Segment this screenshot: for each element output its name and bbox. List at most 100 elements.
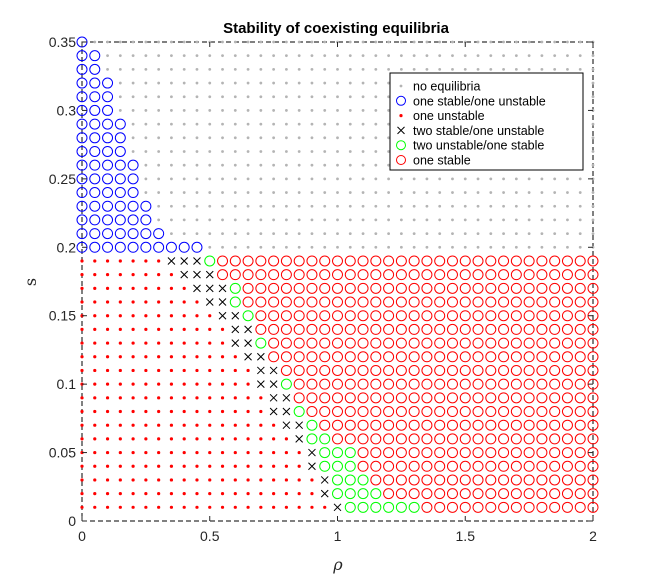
no-equilibria-point (259, 204, 263, 208)
no-equilibria-point (553, 67, 557, 71)
no-equilibria-point (336, 150, 339, 153)
no-equilibria-point (310, 204, 314, 208)
no-equilibria-point (170, 191, 173, 194)
no-equilibria-point (310, 67, 314, 71)
one-unstable-point (233, 382, 237, 386)
no-equilibria-point (221, 245, 224, 249)
no-equilibria-point (514, 218, 518, 222)
no-equilibria-point (336, 163, 339, 167)
one-stable-point (459, 406, 471, 418)
no-equilibria-point (463, 245, 467, 249)
one-stable-point (370, 255, 382, 267)
one-unstable-point (93, 341, 97, 345)
no-equilibria-point (361, 150, 365, 153)
no-equilibria-point (361, 191, 365, 194)
no-equilibria-point (182, 163, 186, 167)
one-stable-point (523, 447, 535, 459)
one-stable-point (434, 488, 446, 500)
one-stable-point (408, 337, 420, 349)
no-equilibria-point (157, 177, 161, 181)
one-stable-one-unstable-point (114, 228, 126, 240)
one-stable-point (344, 364, 356, 376)
one-unstable-point (105, 286, 110, 290)
one-stable-point (587, 406, 599, 418)
no-equilibria-point (425, 204, 429, 208)
one-unstable-point (272, 423, 276, 427)
one-stable-point (395, 474, 407, 486)
one-stable-one-unstable-point (165, 241, 177, 253)
one-unstable-point (105, 368, 110, 373)
one-stable-point (434, 351, 446, 363)
one-unstable-point (220, 368, 225, 373)
one-stable-point (319, 296, 331, 308)
one-stable-point (587, 419, 599, 431)
no-equilibria-point (374, 81, 378, 85)
one-stable-one-unstable-point (76, 214, 88, 226)
no-equilibria-point (438, 232, 442, 236)
two-unstable-one-stable-point (344, 474, 356, 486)
two-unstable-one-stable-point (332, 460, 343, 472)
no-equilibria-point (208, 67, 212, 71)
one-stable-point (280, 310, 292, 322)
no-equilibria-point (540, 177, 544, 181)
one-stable-point (536, 460, 548, 472)
no-equilibria-point (527, 245, 531, 249)
one-stable-point (587, 488, 599, 500)
one-unstable-point (105, 505, 110, 509)
no-equilibria-point (144, 150, 148, 153)
one-stable-point (383, 282, 395, 294)
one-unstable-point (144, 450, 148, 455)
one-stable-one-unstable-point (114, 159, 126, 171)
no-equilibria-point (463, 177, 467, 181)
no-equilibria-point (591, 122, 595, 126)
no-equilibria-point (297, 191, 301, 194)
one-stable-point (255, 269, 267, 281)
one-unstable-point (195, 505, 199, 509)
one-unstable-point (157, 259, 161, 263)
one-stable-point (293, 310, 305, 322)
one-stable-one-unstable-point (89, 50, 101, 62)
one-stable-point (446, 433, 458, 445)
no-equilibria-point (425, 54, 429, 58)
one-unstable-point (169, 286, 174, 290)
no-equilibria-point (502, 232, 505, 236)
one-unstable-point (144, 464, 148, 468)
one-stable-point (395, 269, 407, 281)
no-equilibria-point (157, 136, 161, 140)
no-equilibria-point (233, 95, 237, 99)
no-equilibria-point (425, 232, 429, 236)
one-stable-point (536, 351, 548, 363)
one-unstable-point (93, 259, 97, 263)
no-equilibria-point (323, 150, 327, 153)
no-equilibria-point (182, 81, 186, 85)
one-stable-point (217, 255, 229, 267)
legend-label: two stable/one unstable (413, 124, 544, 138)
two-stable-one-unstable-point (218, 298, 227, 306)
no-equilibria-point (170, 122, 173, 126)
one-unstable-point (208, 464, 212, 468)
one-stable-point (498, 337, 510, 349)
one-unstable-point (182, 450, 186, 455)
no-equilibria-point (451, 191, 454, 194)
one-stable-point (306, 406, 318, 418)
one-unstable-point (157, 478, 161, 482)
one-stable-point (459, 337, 471, 349)
one-unstable-point (144, 314, 148, 318)
no-equilibria-point (540, 218, 544, 222)
no-equilibria-point (348, 136, 352, 140)
one-stable-point (370, 269, 382, 281)
one-unstable-point (297, 492, 301, 496)
no-equilibria-point (233, 191, 237, 194)
one-unstable-point (80, 300, 84, 304)
one-stable-point (523, 392, 535, 404)
one-stable-point (498, 406, 510, 418)
no-equilibria-point (285, 191, 288, 194)
x-tick-label: 1 (334, 528, 342, 544)
one-stable-one-unstable-point (89, 241, 101, 253)
one-stable-point (574, 255, 586, 267)
one-stable-point (268, 351, 280, 363)
one-stable-point (408, 351, 420, 363)
one-stable-point (344, 406, 356, 418)
one-stable-point (536, 282, 548, 294)
one-stable-point (510, 378, 522, 390)
